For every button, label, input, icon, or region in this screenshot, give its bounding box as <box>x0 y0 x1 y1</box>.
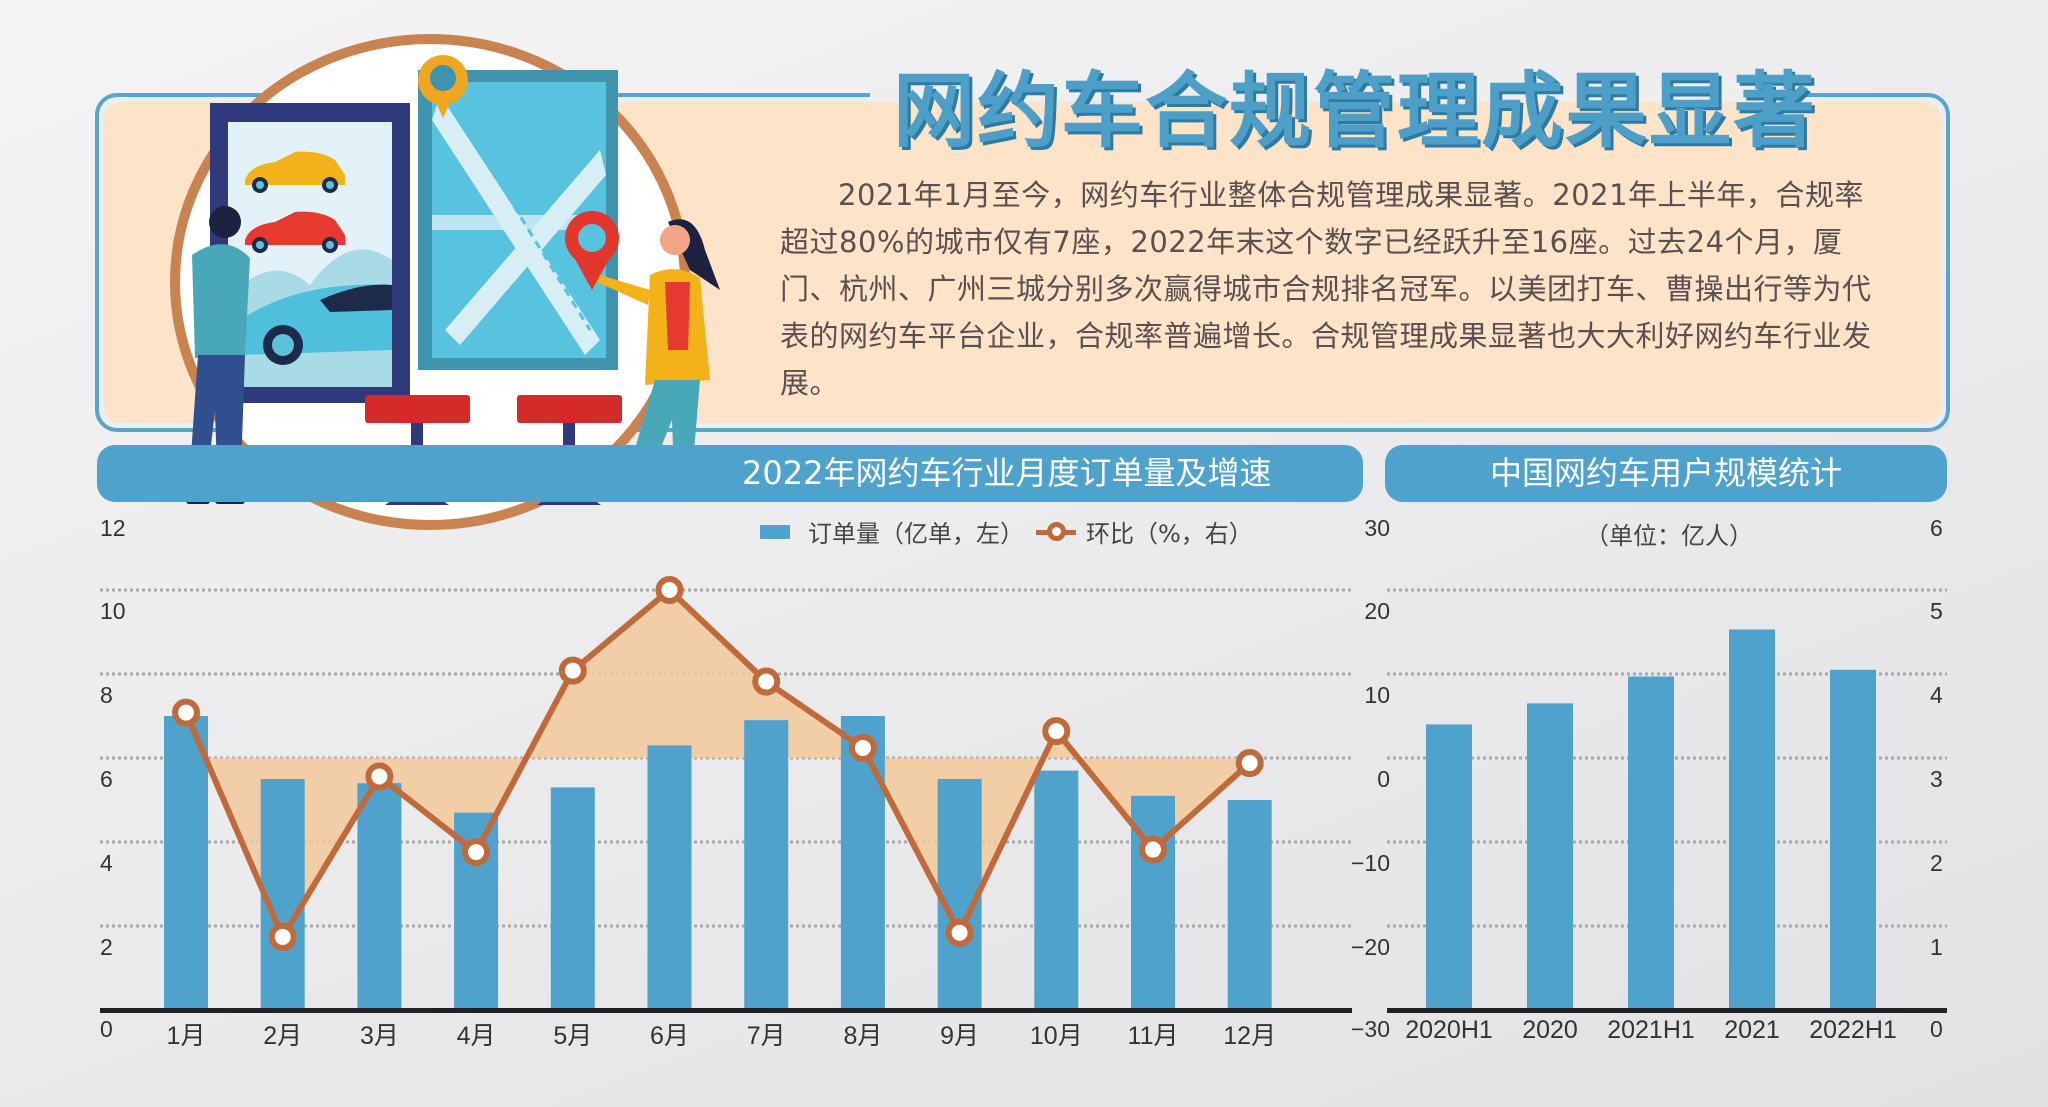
intro-paragraph: 2021年1月至今，网约车行业整体合规管理成果显著。2021年上半年，合规率超过… <box>780 178 1872 400</box>
order-volume-bar <box>647 745 692 1010</box>
left-tick: 4 <box>100 850 113 876</box>
user-tick: 6 <box>1930 515 1943 541</box>
order-volume-bar <box>357 783 402 1010</box>
right-tick: 10 <box>1364 682 1390 708</box>
change-rate-point <box>945 918 974 947</box>
user-tick: 5 <box>1930 598 1943 624</box>
order-volume-bar <box>550 787 595 1010</box>
order-volume-bar <box>937 779 982 1010</box>
red-location-pin-icon <box>565 211 619 290</box>
month-label: 2月 <box>263 1022 303 1050</box>
order-volume-bar <box>744 720 789 1010</box>
right-tick: −30 <box>1350 1016 1390 1042</box>
period-label: 2020H1 <box>1405 1016 1493 1044</box>
user-scale-bar <box>1830 669 1876 1010</box>
change-rate-point <box>172 698 200 727</box>
left-tick: 12 <box>100 515 126 541</box>
month-label: 4月 <box>456 1022 496 1050</box>
line-legend-label: 环比（%，右） <box>1086 520 1253 548</box>
change-rate-line <box>183 587 1252 940</box>
user-tick: 0 <box>1930 1016 1943 1042</box>
month-label: 9月 <box>940 1022 980 1050</box>
change-rate-point <box>848 733 877 762</box>
month-label: 8月 <box>843 1022 883 1050</box>
city-map-icon <box>418 70 618 370</box>
user-scale-bar <box>1527 703 1573 1010</box>
right-tick: 30 <box>1364 515 1390 541</box>
right-tick: −10 <box>1350 850 1390 876</box>
month-label: 3月 <box>359 1022 399 1050</box>
bar-legend-label: 订单量（亿单，左） <box>808 520 1024 548</box>
order-volume-bar <box>1034 770 1079 1010</box>
left-tick: 0 <box>100 1016 113 1042</box>
month-label: 6月 <box>650 1022 689 1050</box>
month-label: 11月 <box>1127 1022 1179 1050</box>
month-label: 1月 <box>166 1022 206 1050</box>
period-label: 2021H1 <box>1607 1016 1695 1044</box>
right-tick: −20 <box>1350 934 1390 960</box>
monthly-orders-chart-header: 2022年网约车行业月度订单量及增速 <box>97 445 1363 502</box>
change-rate-point <box>268 922 297 951</box>
title-border-gap <box>870 84 1800 102</box>
user-scale-bar <box>1729 629 1775 1010</box>
right-tick: 20 <box>1364 598 1390 624</box>
bar-legend-swatch <box>760 524 790 539</box>
change-rate-point <box>752 667 781 696</box>
yellow-location-pin-icon <box>417 55 468 118</box>
page-title: 网约车合规管理成果显著 <box>893 64 1818 159</box>
order-volume-bar <box>164 716 208 1010</box>
change-rate-point <box>1235 749 1264 778</box>
period-label: 2020 <box>1522 1016 1578 1044</box>
month-label: 10月 <box>1029 1022 1083 1050</box>
order-volume-bar <box>840 716 885 1010</box>
x-axis-line <box>100 1008 1352 1013</box>
period-label: 2021 <box>1724 1016 1780 1044</box>
user-scale-bar <box>1426 724 1472 1010</box>
change-rate-area <box>186 590 1250 937</box>
user-scale-bar <box>1628 676 1674 1010</box>
user-tick: 4 <box>1930 682 1943 708</box>
period-label: 2022H1 <box>1809 1016 1897 1044</box>
red-car-icon <box>245 211 345 253</box>
change-rate-point <box>1042 717 1071 746</box>
blue-car-icon <box>240 284 392 365</box>
month-label: 12月 <box>1223 1022 1277 1050</box>
left-tick: 8 <box>100 682 113 708</box>
user-tick: 2 <box>1930 850 1943 876</box>
change-rate-point <box>462 838 491 867</box>
user-tick: 3 <box>1930 766 1943 792</box>
change-rate-point <box>558 656 587 685</box>
change-rate-point <box>365 762 394 791</box>
user-tick: 1 <box>1930 934 1943 960</box>
x-axis-line <box>1387 1008 1947 1013</box>
left-tick: 6 <box>100 766 113 792</box>
change-rate-point <box>1139 835 1167 864</box>
right-tick: 0 <box>1377 766 1390 792</box>
user-scale-unit-label: （单位：亿人） <box>1585 522 1753 550</box>
chart-legend: 订单量（亿单，左） 环比（%，右） <box>760 514 1253 549</box>
month-label: 5月 <box>553 1022 593 1050</box>
user-scale-chart-title: 中国网约车用户规模统计 <box>1489 454 1842 492</box>
user-scale-chart-header: 中国网约车用户规模统计 <box>1385 445 1947 502</box>
order-volume-bar <box>260 779 305 1010</box>
monthly-orders-chart-title: 2022年网约车行业月度订单量及增速 <box>742 454 1272 492</box>
order-volume-bar <box>1227 800 1272 1010</box>
left-tick: 10 <box>100 598 126 624</box>
line-legend-marker-icon <box>1036 521 1076 542</box>
change-rate-point <box>655 576 684 604</box>
month-label: 7月 <box>746 1022 786 1050</box>
left-tick: 2 <box>100 934 113 960</box>
yellow-car-icon <box>245 151 345 193</box>
